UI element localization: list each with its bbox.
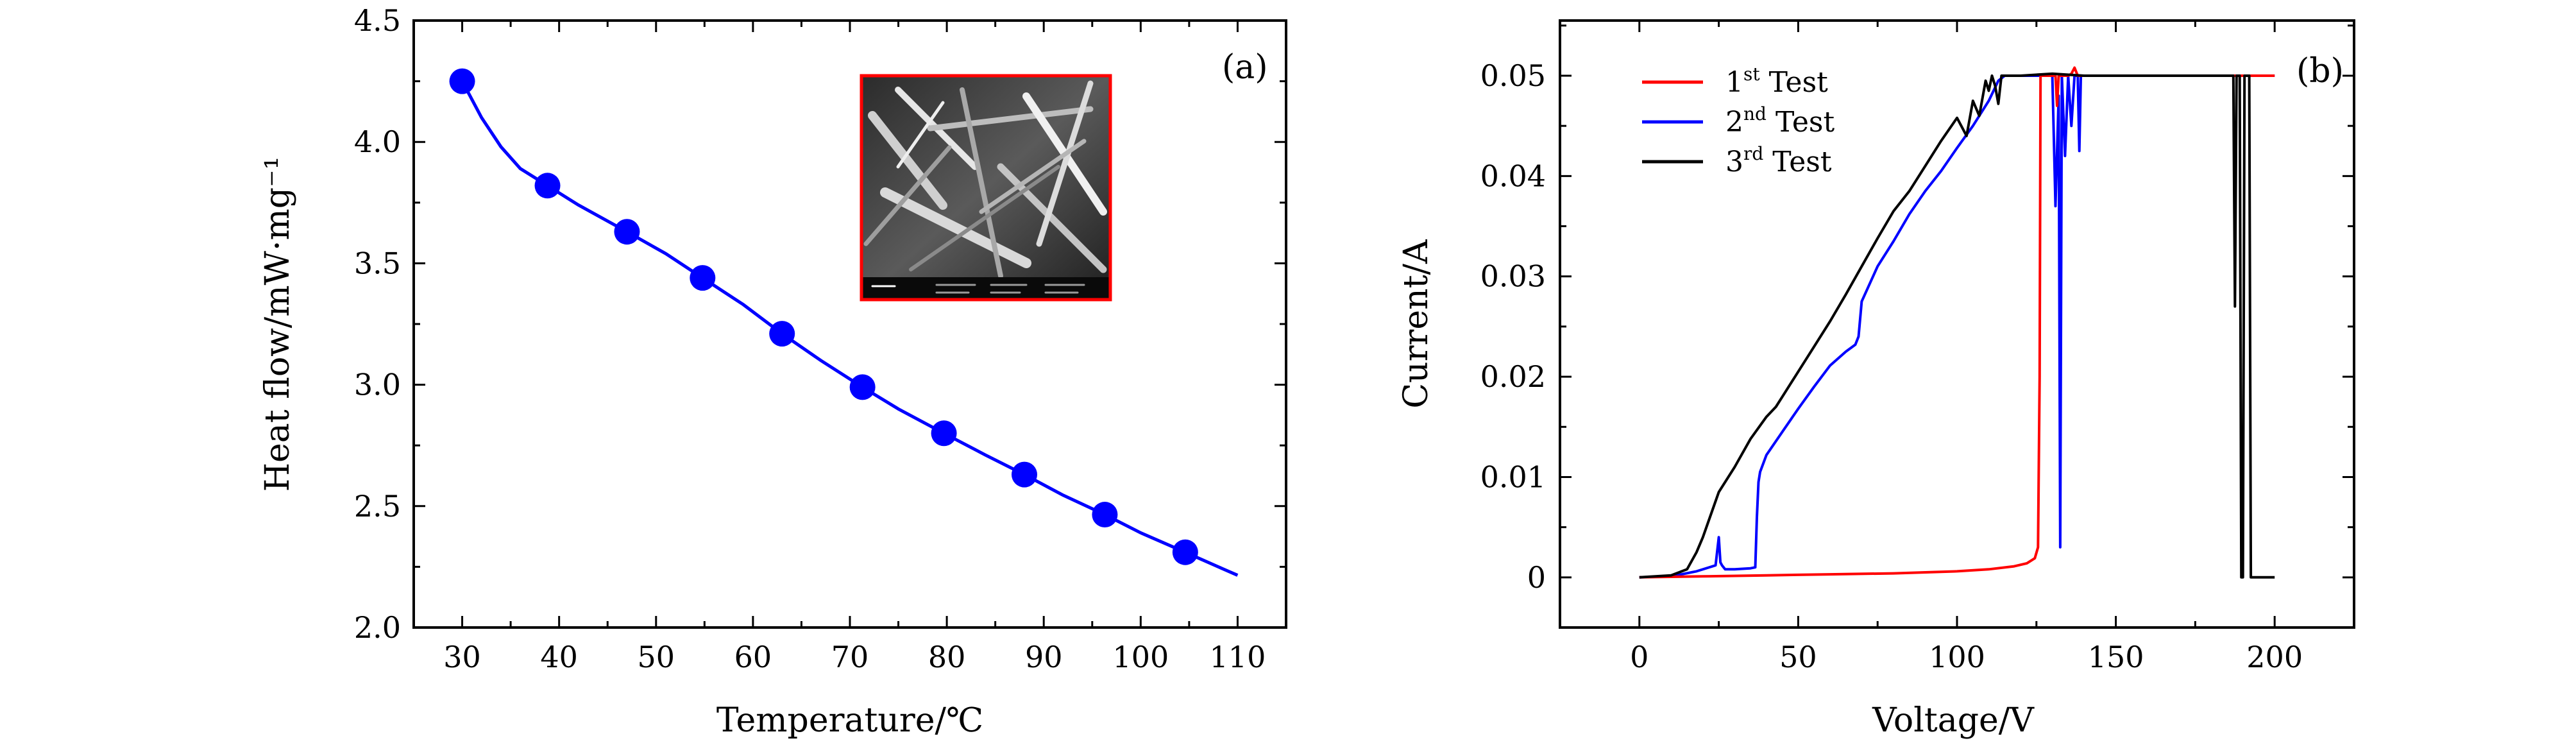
panel-b-x-axis-title: Voltage/V [1872,701,2035,740]
data-point [1172,539,1198,565]
data-point [614,219,640,245]
panel-a-ticks: 30 40 50 60 70 80 90 100 110 2.0 2.5 3.0 3.5 4.0 4.5 [354,3,1286,674]
legend-ordinal-suffix: rd [1743,143,1763,164]
legend-entry: 3rd Test [1725,143,1832,178]
panel-b-chart: 0 50 100 150 200 0 0.01 0.02 0.03 0.04 0.05 Voltag… [1397,19,2355,740]
x-tick-label: 100 [1112,640,1169,674]
panel-a-tag: (a) [1222,48,1268,87]
series-line-3 [1639,72,2275,579]
legend-ordinal-suffix: st [1743,64,1760,85]
legend-label: Test [1760,66,1829,99]
panel-b-y-axis-title: Current/A [1397,239,1436,409]
series-line-2 [1639,74,2275,579]
legend-label: Test [1767,106,1835,139]
panel-b-plot-frame [1559,19,2355,629]
data-point [931,420,957,447]
x-tick-label: 200 [2246,640,2303,674]
legend-ordinal: 3 [1725,146,1743,178]
panel-a-x-axis-title: Temperature/℃ [716,701,983,740]
y-tick-label: 3.5 [354,246,401,280]
y-tick-label: 4.0 [354,124,401,159]
panel-a-chart: 30 40 50 60 70 80 90 100 110 2.0 2.5 3.0 3.5 4.0 4.5 T… [258,3,1287,740]
panel-b-ticks: 0 50 100 150 200 0 0.01 0.02 0.03 0.04 0.05 [1480,21,2355,674]
x-tick-label: 0 [1630,640,1648,674]
legend-ordinal: 2 [1725,106,1743,139]
legend-entry: 1st Test [1725,64,1828,99]
x-tick-label: 60 [734,640,772,674]
y-tick-label: 3.0 [354,368,401,402]
y-tick-label: 0.04 [1480,158,1546,193]
series-line-1 [1639,66,2275,579]
y-tick-label: 4.5 [354,3,401,38]
x-tick-label: 150 [2088,640,2144,674]
y-tick-label: 2.5 [354,489,401,524]
legend-entry: 2nd Test [1725,103,1835,139]
y-tick-label: 0.03 [1480,259,1546,294]
data-point [534,173,561,199]
data-point [849,374,876,400]
legend-ordinal: 1 [1725,66,1743,99]
x-tick-label: 50 [1779,640,1817,674]
panel-b-tag: (b) [2296,52,2344,90]
y-tick-label: 0.05 [1480,58,1546,93]
y-tick-label: 0 [1527,560,1546,595]
x-tick-label: 50 [638,640,675,674]
sem-inset-frame [860,74,1112,302]
data-points [449,68,1198,565]
x-tick-label: 100 [1929,640,1985,674]
panel-b-series [1639,66,2275,579]
legend-ordinal-suffix: nd [1743,103,1767,124]
data-point [769,321,795,347]
panel-a-y-axis-title: Heat flow/mW·mg⁻¹ [258,157,297,492]
panel-a-marks [449,68,1239,577]
y-tick-label: 0.02 [1480,359,1546,394]
x-tick-label: 40 [540,640,578,674]
panel-a-plot-frame [412,19,1287,629]
x-tick-label: 110 [1210,640,1266,674]
data-point [1012,461,1037,488]
fit-curve [461,80,1239,577]
y-tick-label: 0.01 [1480,459,1546,494]
legend-label: Test [1763,146,1832,178]
x-tick-label: 80 [928,640,966,674]
x-tick-label: 90 [1025,640,1063,674]
x-tick-label: 30 [443,640,481,674]
sem-inset-image [860,74,1112,302]
data-point [1092,502,1118,528]
data-point [690,265,716,291]
data-point [449,68,475,94]
x-tick-label: 70 [831,640,869,674]
y-tick-label: 2.0 [354,610,401,645]
